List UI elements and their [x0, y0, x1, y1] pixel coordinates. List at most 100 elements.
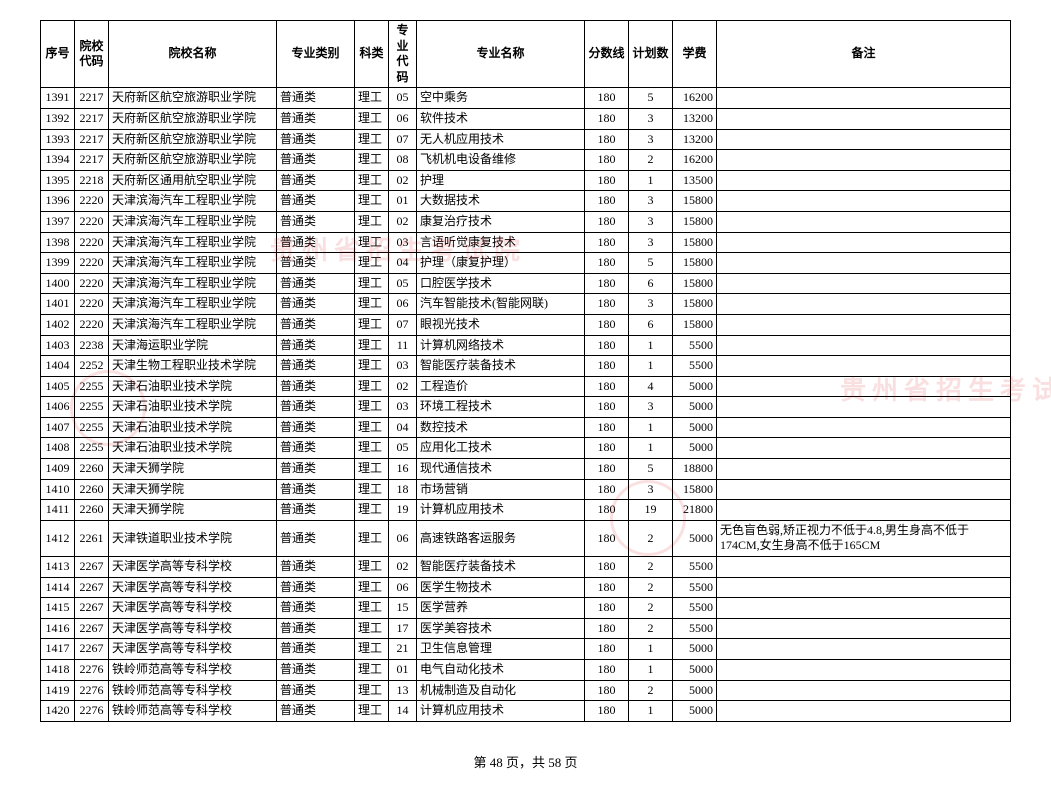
- cell-plan: 5: [629, 459, 673, 480]
- cell-code: 2276: [75, 701, 109, 722]
- cell-major: 护理: [417, 170, 585, 191]
- cell-major: 计算机应用技术: [417, 701, 585, 722]
- cell-school: 天津天狮学院: [109, 479, 277, 500]
- cell-mcode: 02: [389, 557, 417, 578]
- cell-code: 2255: [75, 417, 109, 438]
- cell-note: [717, 170, 1011, 191]
- table-row: 13922217天府新区航空旅游职业学院普通类理工06软件技术180313200: [41, 108, 1011, 129]
- cell-type: 普通类: [277, 479, 355, 500]
- cell-mcode: 05: [389, 88, 417, 109]
- cell-school: 天津天狮学院: [109, 500, 277, 521]
- cell-score: 180: [585, 417, 629, 438]
- cell-subj: 理工: [355, 273, 389, 294]
- cell-fee: 5000: [673, 701, 717, 722]
- cell-seq: 1418: [41, 660, 75, 681]
- cell-type: 普通类: [277, 253, 355, 274]
- cell-school: 天津滨海汽车工程职业学院: [109, 253, 277, 274]
- cell-type: 普通类: [277, 557, 355, 578]
- cell-school: 天津滨海汽车工程职业学院: [109, 294, 277, 315]
- cell-major: 软件技术: [417, 108, 585, 129]
- table-row: 14142267天津医学高等专科学校普通类理工06医学生物技术18025500: [41, 577, 1011, 598]
- cell-type: 普通类: [277, 500, 355, 521]
- cell-mcode: 02: [389, 211, 417, 232]
- cell-note: [717, 639, 1011, 660]
- cell-code: 2255: [75, 438, 109, 459]
- table-row: 14012220天津滨海汽车工程职业学院普通类理工06汽车智能技术(智能网联)1…: [41, 294, 1011, 315]
- cell-score: 180: [585, 129, 629, 150]
- cell-type: 普通类: [277, 639, 355, 660]
- cell-mcode: 03: [389, 232, 417, 253]
- cell-plan: 1: [629, 660, 673, 681]
- cell-fee: 5000: [673, 438, 717, 459]
- cell-subj: 理工: [355, 232, 389, 253]
- cell-major: 护理（康复护理）: [417, 253, 585, 274]
- cell-seq: 1404: [41, 356, 75, 377]
- cell-school: 天津海运职业学院: [109, 335, 277, 356]
- cell-mcode: 02: [389, 376, 417, 397]
- cell-score: 180: [585, 701, 629, 722]
- cell-major: 无人机应用技术: [417, 129, 585, 150]
- cell-mcode: 06: [389, 520, 417, 556]
- cell-fee: 15800: [673, 191, 717, 212]
- cell-subj: 理工: [355, 701, 389, 722]
- cell-type: 普通类: [277, 129, 355, 150]
- cell-seq: 1394: [41, 150, 75, 171]
- cell-seq: 1419: [41, 680, 75, 701]
- cell-mcode: 06: [389, 294, 417, 315]
- cell-school: 天府新区航空旅游职业学院: [109, 150, 277, 171]
- cell-school: 天津生物工程职业技术学院: [109, 356, 277, 377]
- cell-mcode: 07: [389, 314, 417, 335]
- cell-note: [717, 191, 1011, 212]
- table-row: 14172267天津医学高等专科学校普通类理工21卫生信息管理18015000: [41, 639, 1011, 660]
- cell-subj: 理工: [355, 108, 389, 129]
- cell-score: 180: [585, 150, 629, 171]
- cell-subj: 理工: [355, 191, 389, 212]
- cell-code: 2261: [75, 520, 109, 556]
- cell-major: 应用化工技术: [417, 438, 585, 459]
- cell-mcode: 03: [389, 397, 417, 418]
- cell-score: 180: [585, 253, 629, 274]
- cell-subj: 理工: [355, 211, 389, 232]
- cell-note: [717, 88, 1011, 109]
- cell-subj: 理工: [355, 397, 389, 418]
- cell-mcode: 18: [389, 479, 417, 500]
- cell-score: 180: [585, 479, 629, 500]
- header-type: 专业类别: [277, 21, 355, 88]
- cell-code: 2260: [75, 479, 109, 500]
- cell-mcode: 06: [389, 577, 417, 598]
- cell-code: 2255: [75, 376, 109, 397]
- cell-major: 卫生信息管理: [417, 639, 585, 660]
- cell-type: 普通类: [277, 680, 355, 701]
- cell-type: 普通类: [277, 273, 355, 294]
- cell-school: 天津滨海汽车工程职业学院: [109, 191, 277, 212]
- cell-seq: 1400: [41, 273, 75, 294]
- cell-school: 天津医学高等专科学校: [109, 577, 277, 598]
- cell-fee: 5000: [673, 397, 717, 418]
- cell-subj: 理工: [355, 88, 389, 109]
- cell-fee: 5500: [673, 557, 717, 578]
- cell-plan: 1: [629, 170, 673, 191]
- cell-seq: 1395: [41, 170, 75, 191]
- cell-major: 机械制造及自动化: [417, 680, 585, 701]
- cell-fee: 15800: [673, 232, 717, 253]
- cell-mcode: 13: [389, 680, 417, 701]
- cell-plan: 3: [629, 191, 673, 212]
- cell-plan: 2: [629, 618, 673, 639]
- cell-code: 2260: [75, 459, 109, 480]
- cell-type: 普通类: [277, 376, 355, 397]
- cell-mcode: 01: [389, 660, 417, 681]
- cell-seq: 1401: [41, 294, 75, 315]
- cell-score: 180: [585, 397, 629, 418]
- table-row: 14002220天津滨海汽车工程职业学院普通类理工05口腔医学技术1806158…: [41, 273, 1011, 294]
- cell-score: 180: [585, 557, 629, 578]
- header-plan: 计划数: [629, 21, 673, 88]
- table-row: 13982220天津滨海汽车工程职业学院普通类理工03言语听觉康复技术18031…: [41, 232, 1011, 253]
- cell-plan: 1: [629, 335, 673, 356]
- cell-score: 180: [585, 680, 629, 701]
- cell-note: [717, 417, 1011, 438]
- cell-fee: 5000: [673, 376, 717, 397]
- cell-score: 180: [585, 520, 629, 556]
- cell-plan: 3: [629, 397, 673, 418]
- cell-seq: 1417: [41, 639, 75, 660]
- cell-major: 高速铁路客运服务: [417, 520, 585, 556]
